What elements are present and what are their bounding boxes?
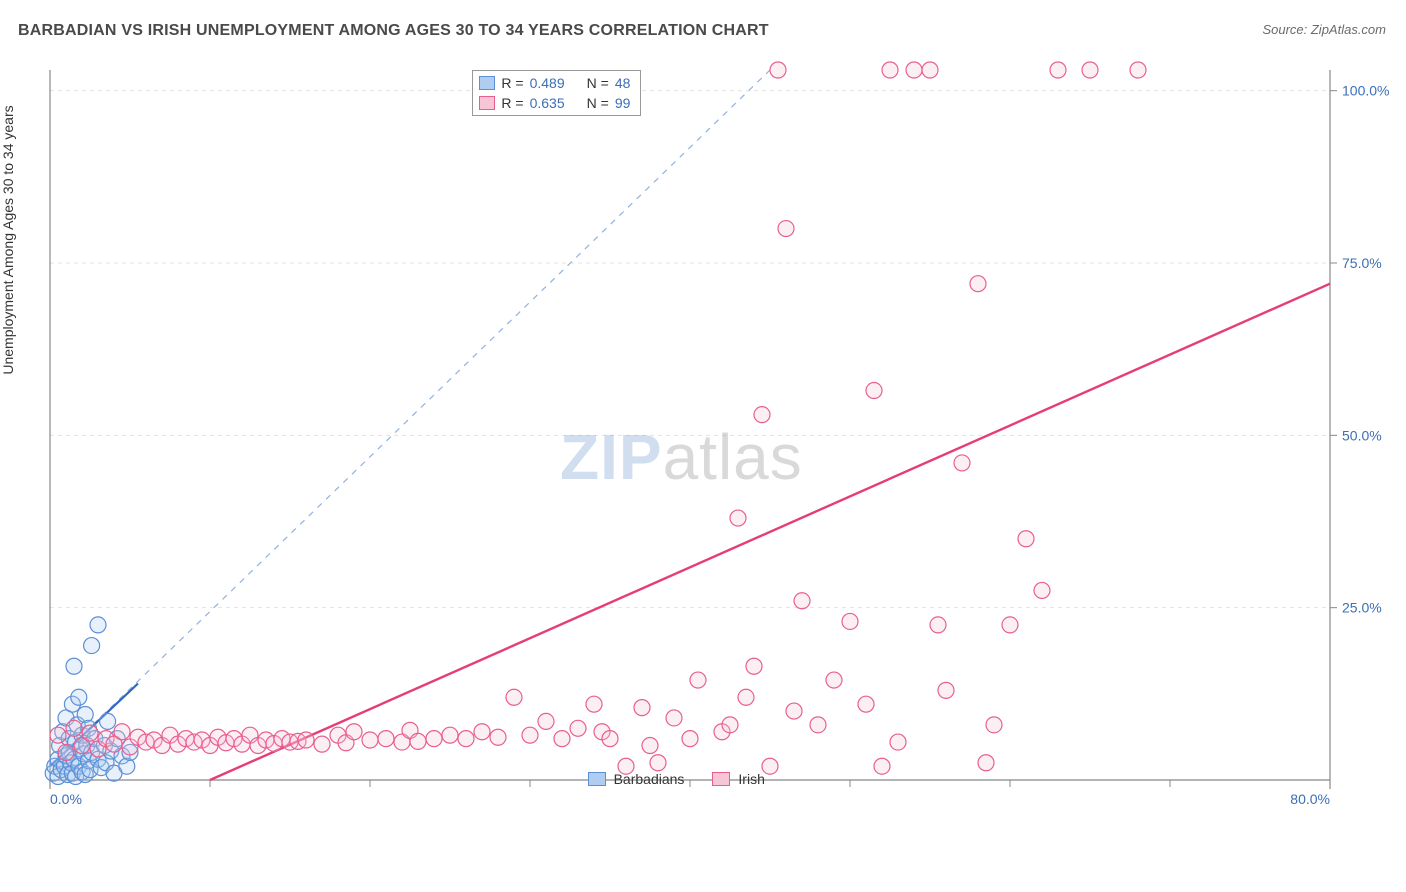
svg-text:100.0%: 100.0%	[1342, 83, 1389, 99]
legend-item: Barbadians	[588, 771, 685, 787]
stats-row: R = 0.635 N = 99	[473, 93, 640, 113]
svg-text:50.0%: 50.0%	[1342, 427, 1382, 443]
svg-text:0.0%: 0.0%	[50, 791, 82, 807]
legend-item: Irish	[712, 771, 764, 787]
source-attribution: Source: ZipAtlas.com	[1262, 22, 1386, 37]
legend: Barbadians Irish	[588, 771, 765, 787]
svg-text:25.0%: 25.0%	[1342, 600, 1382, 616]
svg-text:75.0%: 75.0%	[1342, 255, 1382, 271]
stats-r-label: R =	[501, 75, 523, 91]
stats-swatch	[479, 76, 495, 90]
svg-text:80.0%: 80.0%	[1290, 791, 1330, 807]
stats-n-label: N =	[587, 75, 609, 91]
source-prefix: Source:	[1262, 22, 1310, 37]
stats-r-value: 0.489	[530, 75, 565, 91]
stats-n-value: 48	[615, 75, 631, 91]
source-link[interactable]: ZipAtlas.com	[1311, 22, 1386, 37]
stats-swatch	[479, 96, 495, 110]
chart-title: BARBADIAN VS IRISH UNEMPLOYMENT AMONG AG…	[18, 22, 769, 40]
stats-n-label: N =	[587, 95, 609, 111]
legend-swatch	[712, 772, 730, 786]
stats-r-value: 0.635	[530, 95, 565, 111]
stats-box: R = 0.489 N = 48 R = 0.635 N = 99	[472, 70, 641, 116]
y-axis-label: Unemployment Among Ages 30 to 34 years	[0, 40, 16, 440]
legend-label: Irish	[738, 771, 764, 787]
chart-plot-area: 0.0% 80.0% 25.0% 50.0% 75.0% 100.0% R = 0.489 N…	[40, 60, 1390, 830]
stats-row: R = 0.489 N = 48	[473, 73, 640, 93]
stats-n-value: 99	[615, 95, 631, 111]
legend-label: Barbadians	[614, 771, 685, 787]
legend-swatch	[588, 772, 606, 786]
chart-svg: 0.0% 80.0% 25.0% 50.0% 75.0% 100.0%	[40, 60, 1390, 830]
stats-r-label: R =	[501, 95, 523, 111]
